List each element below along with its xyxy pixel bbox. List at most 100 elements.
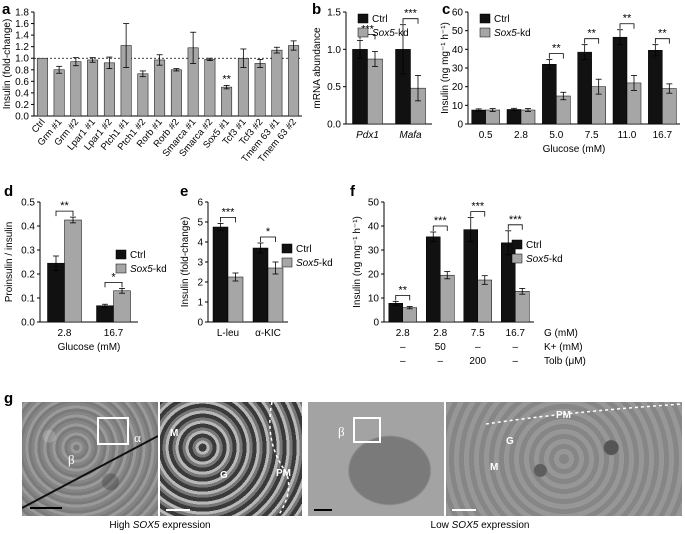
bar-ctrl [612,36,628,125]
panel-d: d 0.0 0.1 0.2 0.3 0.4 0.5 Proinsulin / insulin 2… [4,183,167,353]
bar-kd [113,290,131,323]
bar-kd [367,58,383,125]
y-tick-label: 1.5 [327,8,341,19]
y-tick-label: 0.0 [327,120,341,131]
condition-cell: – [475,342,481,353]
x-tick-label: α-KIC [255,328,281,339]
condition-cell: 50 [435,342,447,353]
caption-high-sox5: High SOX5 expression [109,520,211,531]
sig-label: *** [471,201,485,213]
sig-bracket [220,217,236,223]
sig-bracket [260,236,276,242]
legend-swatch-kd [357,27,369,38]
legend-swatch-ctrl [511,239,523,250]
bar-kd [515,291,530,323]
x-tick-label: 16.7 [104,328,124,339]
x-tick-label: 11.0 [618,130,637,141]
bar [254,63,266,117]
bar-ctrl [471,109,486,125]
y-axis-label: Insulin (fold-change) [180,217,191,308]
sig-bracket [402,18,419,24]
panel-letter: c [442,1,450,18]
label-m-high: M [170,428,179,439]
condition-cell: 200 [469,356,486,367]
y-tick-label: 3 [197,258,203,269]
sig-bracket [507,224,523,230]
bar-kd [662,88,677,125]
y-axis-label: mRNA abundance [312,27,323,109]
y-tick-label: 50 [368,198,380,209]
x-tick-label: 7.5 [585,130,599,141]
panel-letter: e [180,183,188,200]
y-tick-label: 0.6 [15,77,29,88]
y-tick-label: 1.6 [15,19,29,30]
y-axis-label: Insulin (fold-change) [2,19,13,110]
panel-letter: b [312,1,321,18]
sig-label: ** [552,43,561,55]
y-tick-label: 60 [452,8,464,19]
y-tick-label: 1.2 [15,42,29,53]
condition-cell: 2.8 [433,328,447,339]
bar [36,57,48,117]
legend-label-ctrl: Ctrl [526,240,542,251]
em-image-low-zoom: PM G M [446,402,682,516]
x-tick-label: 2.8 [58,328,72,339]
sig-bracket [55,210,74,217]
label-beta: β [68,452,75,467]
condition-cell: 7.5 [471,328,485,339]
x-tick-label: 0.5 [479,130,493,141]
sig-label: *** [434,215,448,227]
bar-ctrl [426,236,441,323]
em-image-low-overview: β [308,402,444,516]
panel-letter: a [2,1,11,18]
legend-label-kd: Sox5-kd [494,28,531,39]
panel-letter: f [350,183,356,200]
sig-bracket [584,38,600,44]
y-tick-label: 0.2 [21,270,35,281]
bar [288,45,300,117]
condition-cell: – [437,356,443,367]
y-axis-label: Insulin (ng mg⁻¹ h⁻¹) [440,22,451,114]
sig-label: * [111,271,116,283]
sig-label: ** [398,284,407,296]
bar [170,69,182,117]
x-axis-label: Glucose (mM) [58,342,121,353]
y-tick-label: 30 [368,246,380,257]
bar-kd [477,279,492,323]
sig-bracket [432,225,448,231]
legend-swatch-ctrl [357,13,369,24]
label-alpha: α [134,430,141,445]
sig-bracket [654,38,670,44]
legend-swatch-ctrl [115,249,127,260]
y-axis-label: Proinsulin / insulin [4,222,15,303]
sig-label: ** [623,13,632,25]
legend-swatch-kd [479,27,491,38]
bar [271,49,283,117]
condition-row-label: K+ (mM) [544,342,583,353]
y-tick-label: 0 [457,120,463,131]
y-tick-label: 2 [197,278,203,289]
label-beta-low: β [338,424,345,439]
x-tick-label: 16.7 [653,130,673,141]
em-image-high-overview: α β [22,402,158,516]
sig-label: ** [658,28,667,40]
y-tick-label: 0.0 [21,318,35,329]
y-tick-label: 1.0 [15,54,29,65]
y-tick-label: 40 [452,45,464,56]
condition-cell: – [512,342,518,353]
y-tick-label: 0.2 [15,100,29,111]
legend-label-ctrl: Ctrl [130,250,146,261]
bar [221,86,233,117]
sig-label: ** [587,28,596,40]
sig-label: *** [509,214,523,226]
bar [137,73,149,117]
sig-bracket [470,211,486,217]
sig-label: ** [222,73,231,85]
bar-kd [440,274,455,323]
condition-cell: – [512,356,518,367]
y-tick-label: 0.0 [15,112,29,123]
sig-bracket [548,53,564,59]
bar-ctrl [47,262,65,323]
